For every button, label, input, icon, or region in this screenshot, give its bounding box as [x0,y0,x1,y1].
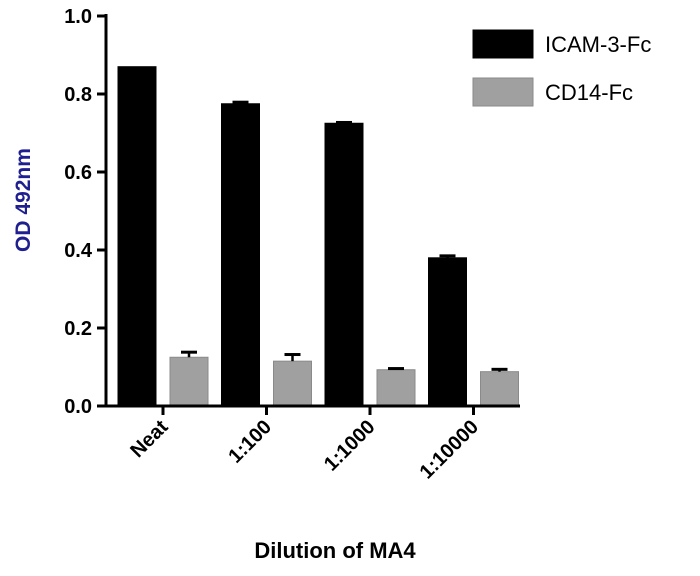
y-axis-title: OD 492nm [12,148,35,252]
legend-swatch [472,77,534,107]
bar-cd14-fc-0 [169,356,209,407]
legend-label: CD14-Fc [545,80,633,105]
x-category-label: 1:100 [224,416,276,468]
bar-group [117,66,519,407]
bar-icam-3-fc-2 [324,122,364,407]
y-tick-label: 0.0 [64,396,92,418]
y-tick-label: 0.2 [64,318,92,340]
x-category-label: 1:10000 [416,416,483,483]
x-category-label: 1:1000 [320,416,380,476]
bar-cd14-fc-2 [376,369,416,407]
error-bar-group [181,100,508,372]
y-tick-label: 0.4 [64,240,93,262]
x-axis-title: Dilution of MA4 [254,538,416,563]
bar-icam-3-fc-3 [428,257,467,407]
bar-icam-3-fc-1 [221,103,260,407]
bar-cd14-fc-3 [480,371,519,407]
x-category-label: Neat [126,416,172,462]
y-tick-label: 1.0 [64,6,92,28]
legend: ICAM-3-Fc CD14-Fc [472,29,651,107]
x-axis-ticks: Neat 1:100 1:1000 1:10000 [126,406,483,483]
y-tick-label: 0.6 [64,162,92,184]
bar-icam-3-fc-0 [117,66,157,407]
legend-swatch [472,29,534,59]
y-axis-ticks: 0.0 0.2 0.4 0.6 0.8 1.0 [64,6,106,418]
bar-cd14-fc-1 [273,360,312,407]
legend-label: ICAM-3-Fc [545,32,651,57]
y-tick-label: 0.8 [64,84,92,106]
